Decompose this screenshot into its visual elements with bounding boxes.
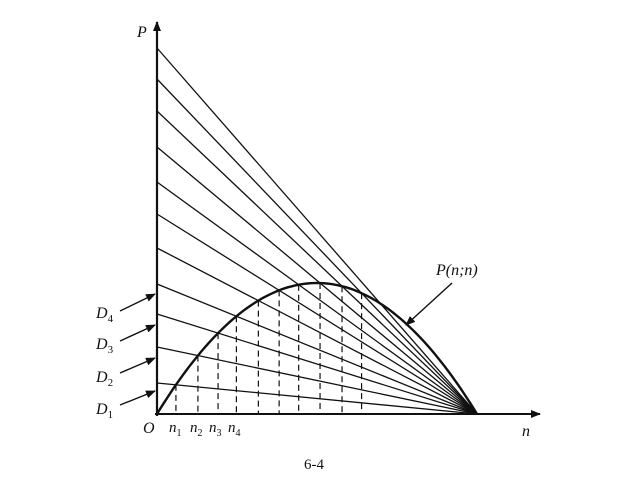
n3-label: n3: [209, 420, 222, 439]
load-line: [156, 313, 478, 415]
d2-arrow: [119, 357, 156, 374]
dashed-projections: [175, 283, 363, 414]
d3-label: D3: [95, 336, 114, 356]
n1-label: n1: [169, 420, 182, 439]
load-line: [156, 146, 478, 415]
y-axis-label: P: [136, 24, 147, 41]
d1-arrow: [119, 390, 156, 406]
load-line: [156, 47, 478, 415]
n2-label: n2: [190, 420, 203, 439]
d4-label: D4: [95, 305, 114, 325]
n4-label: n4: [228, 420, 241, 439]
x-axis-label: n: [522, 423, 530, 440]
d-labels: D1 D2 D3 D4: [95, 293, 156, 421]
origin-label: O: [143, 420, 155, 437]
load-line: [156, 247, 478, 415]
d2-label: D2: [95, 369, 113, 389]
load-line: [156, 78, 478, 415]
figure-caption: 6-4: [304, 457, 324, 473]
curve-label-arrow: [405, 282, 453, 326]
curve-p-n-n: [155, 281, 479, 415]
load-lines: [156, 47, 478, 415]
load-line: [156, 181, 478, 415]
d3-arrow: [119, 324, 156, 342]
n-labels: n1 n2 n3 n4: [169, 420, 241, 439]
d4-arrow: [119, 293, 156, 312]
load-line: [156, 283, 478, 415]
load-line: [156, 382, 478, 415]
d1-label: D1: [95, 401, 113, 421]
load-line: [156, 346, 478, 415]
load-line: [156, 213, 478, 415]
load-line: [156, 110, 478, 415]
curve-label: P(n;n): [435, 262, 478, 279]
